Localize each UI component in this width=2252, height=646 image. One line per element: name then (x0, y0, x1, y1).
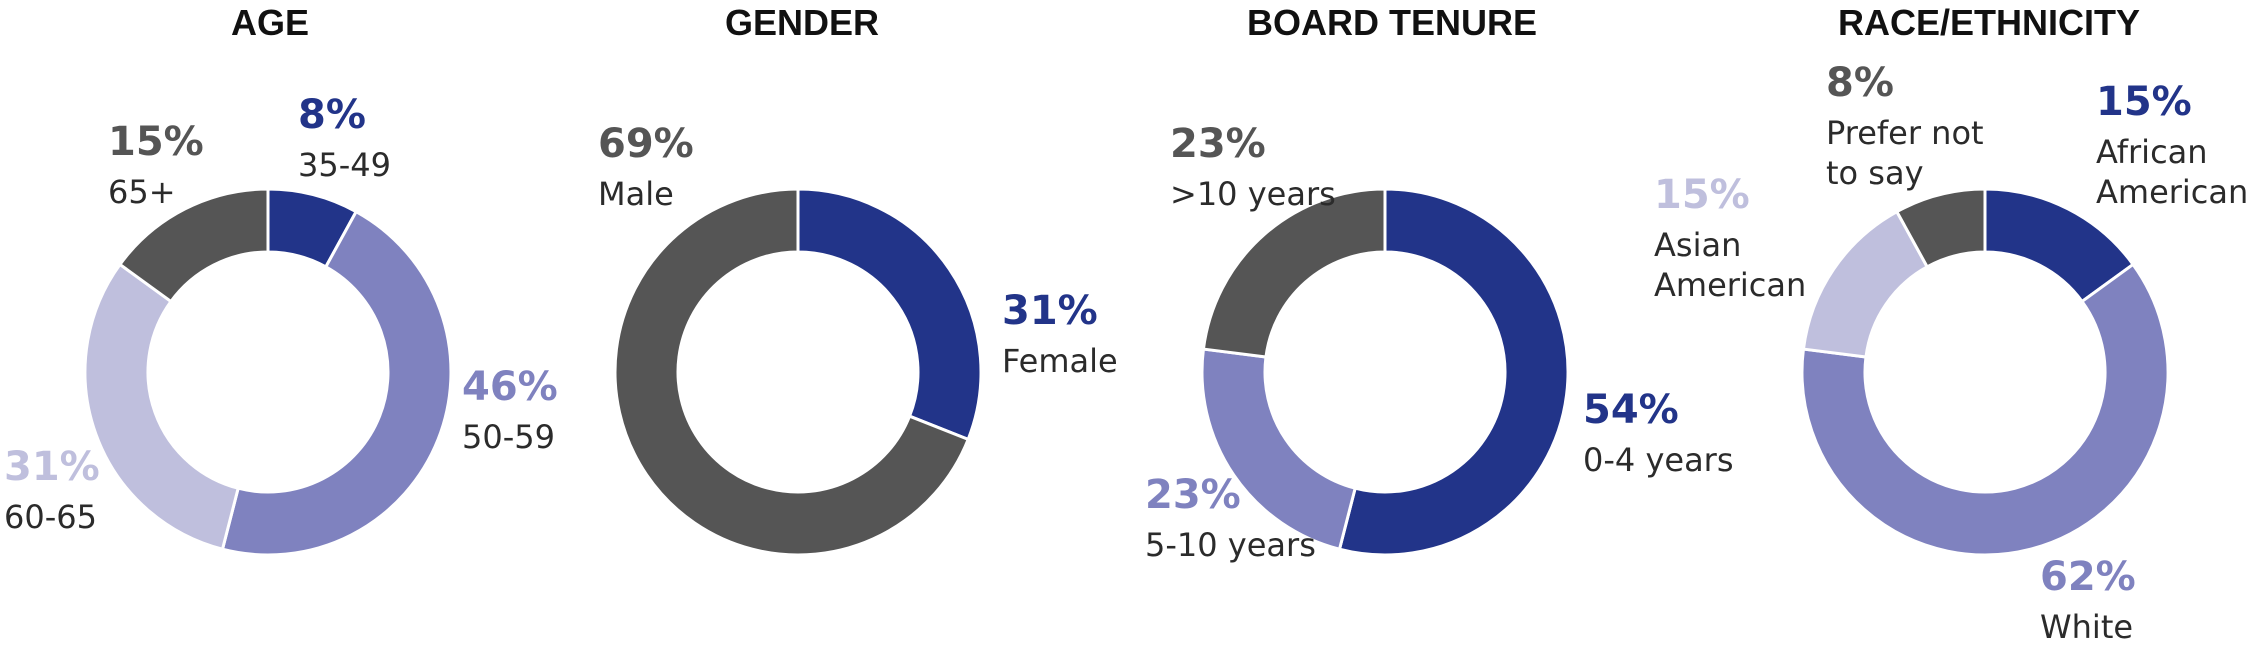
slice-category-label: >10 years (1170, 175, 1336, 213)
slice-value-label: 15% (1654, 172, 1750, 218)
slice-value-label: 46% (462, 364, 558, 410)
slice-value-label: 31% (1002, 288, 1098, 334)
donut-chart-gender: GENDER 31% Female 69% Male (598, 2, 1118, 557)
slice-value-label: 69% (598, 121, 694, 167)
slice-10-years (1201, 187, 1387, 359)
slice-category-label: 0-4 years (1583, 441, 1734, 479)
slice-category-label: White (2040, 608, 2133, 646)
slice-category-label: 60-65 (4, 498, 97, 536)
slice-value-label: 23% (1145, 472, 1241, 518)
chart-title: RACE/ETHNICITY (1838, 2, 2140, 43)
slice-category-label: 35-49 (298, 146, 391, 184)
slice-category-label: African American (2096, 133, 2248, 211)
slice-value-label: 15% (2096, 79, 2192, 125)
donut-chart-age: AGE 8% 35-49 46% 50-59 31% 60-65 15% 65+ (4, 2, 558, 557)
slice-prefer-not-to-say (1895, 187, 1987, 269)
slice-value-label: 62% (2040, 554, 2136, 600)
chart-title: BOARD TENURE (1247, 2, 1537, 43)
slice-0-4-years (1337, 187, 1570, 557)
slice-category-label: Prefer not to say (1826, 114, 1984, 192)
slice-60-65 (83, 262, 240, 551)
chart-title: AGE (231, 2, 309, 43)
slice-value-label: 8% (1826, 60, 1894, 106)
slice-value-label: 54% (1583, 387, 1679, 433)
chart-title: GENDER (725, 2, 879, 43)
slice-category-label: 5-10 years (1145, 526, 1316, 564)
slice-50-59 (220, 210, 453, 557)
slice-category-label: Female (1002, 342, 1118, 380)
slice-value-label: 8% (298, 92, 366, 138)
slice-value-label: 23% (1170, 121, 1266, 167)
slice-category-label: Male (598, 175, 674, 213)
slice-male (613, 187, 970, 557)
slice-category-label: Asian American (1654, 226, 1806, 304)
donut-chart-board-tenure: BOARD TENURE 54% 0-4 years 23% 5-10 years 23%… (1145, 2, 1734, 564)
slice-5-10-years (1200, 347, 1357, 551)
slice-category-label: 65+ (108, 173, 176, 211)
slice-65 (118, 187, 270, 303)
slice-value-label: 15% (108, 119, 204, 165)
slice-white (1800, 262, 2170, 557)
slice-female (796, 187, 983, 441)
slice-category-label: 50-59 (462, 418, 555, 456)
donut-chart-race-ethnicity: RACE/ETHNICITY 15% African American 62% White… (1654, 2, 2248, 646)
slice-value-label: 31% (4, 444, 100, 490)
